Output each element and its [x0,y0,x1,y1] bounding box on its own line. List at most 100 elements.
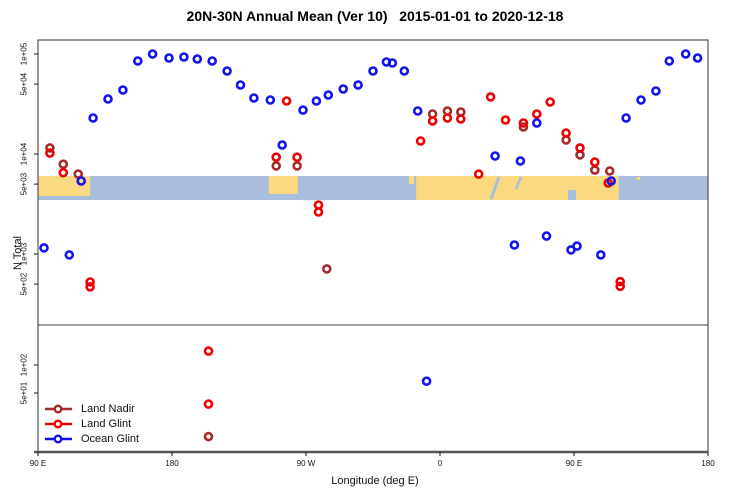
data-point [575,143,585,153]
data-point [164,53,174,63]
legend: Land Nadir Land Glint Ocean Glint [44,401,139,446]
data-point [321,264,332,274]
map-band-water-detail [489,176,501,200]
data-point [179,52,189,62]
data-point [572,241,582,251]
data-point [561,128,571,138]
data-point [387,58,398,68]
y-tick-label: 1e+03 [20,242,29,265]
data-point [541,231,552,241]
data-point [692,53,703,63]
data-point [147,49,158,59]
data-point [636,95,646,105]
data-point [203,399,214,409]
legend-marker-icon [45,419,72,428]
data-point [203,431,214,442]
legend-marker-icon [45,434,72,443]
legend-marker-icon [45,404,72,413]
data-point [509,240,520,250]
data-point [58,159,69,169]
data-point [133,56,143,66]
data-point [615,276,626,287]
data-point [368,66,378,76]
y-tick-label: 5e+03 [20,172,29,195]
data-point [399,66,410,76]
map-band-land [268,176,298,194]
x-tick-label: 90 E [30,459,46,468]
data-point [265,95,276,105]
data-point [589,165,600,175]
y-axis-label: N Total [12,235,24,271]
data-point [281,96,292,106]
legend-item-ocean-glint: Ocean Glint [44,431,139,446]
data-point [604,166,615,176]
data-point [298,105,308,115]
data-point [412,106,423,116]
x-tick-label: 90 W [297,459,316,468]
x-tick-label: 180 [701,459,715,468]
data-point [595,250,606,260]
x-tick-label: 180 [165,459,179,468]
data-point [515,156,526,166]
data-point [421,376,432,387]
data-point [76,176,86,186]
data-point [207,56,217,66]
map-band-land [409,176,414,184]
data-point [192,54,203,64]
scatter-series-ocean-glint [39,49,703,387]
y-tick-label: 1e+04 [20,142,29,165]
data-point [85,281,95,292]
data-point [518,118,529,128]
data-point [485,92,496,102]
data-point [545,97,556,107]
data-point [45,148,55,158]
data-point [292,161,302,171]
data-point [311,96,322,106]
y-tick-label: 5e+02 [20,272,29,295]
data-point [271,161,282,171]
data-point [323,90,334,100]
y-tick-label: 1e+02 [20,353,29,376]
data-point [203,346,214,356]
data-point [85,277,95,287]
data-point [271,152,282,162]
data-point [103,94,113,104]
data-point [415,136,426,146]
legend-item-label: Land Glint [81,417,132,430]
data-point [88,113,98,123]
data-point [455,114,466,124]
scatter-series-land-nadir [45,106,615,442]
data-point [621,113,631,123]
data-point [277,140,288,150]
data-point [615,281,626,292]
data-point [606,176,617,186]
map-band-water-detail [514,176,523,190]
data-point [118,85,128,95]
legend-item-land-nadir: Land Nadir [44,401,139,416]
data-point [427,116,438,126]
y-tick-label: 5e+01 [20,381,29,404]
chart-title: 20N-30N Annual Mean (Ver 10) 2015-01-01 … [186,8,564,24]
data-point [518,122,529,132]
data-point [473,169,484,179]
legend-item-label: Ocean Glint [81,432,140,445]
data-point [442,113,453,123]
data-point [664,56,675,66]
data-point [353,80,363,90]
data-point [680,49,691,59]
data-point [249,93,259,103]
data-point [292,152,302,162]
data-point [45,143,55,153]
data-point [500,115,511,125]
data-point [58,167,69,178]
data-point [589,157,600,167]
x-tick-label: 0 [438,459,443,468]
map-band-land [637,177,640,180]
data-point [64,250,75,260]
x-tick-label: 90 E [566,459,582,468]
data-point [338,84,349,94]
data-point [531,109,542,119]
scatter-series-land-glint [45,92,626,409]
